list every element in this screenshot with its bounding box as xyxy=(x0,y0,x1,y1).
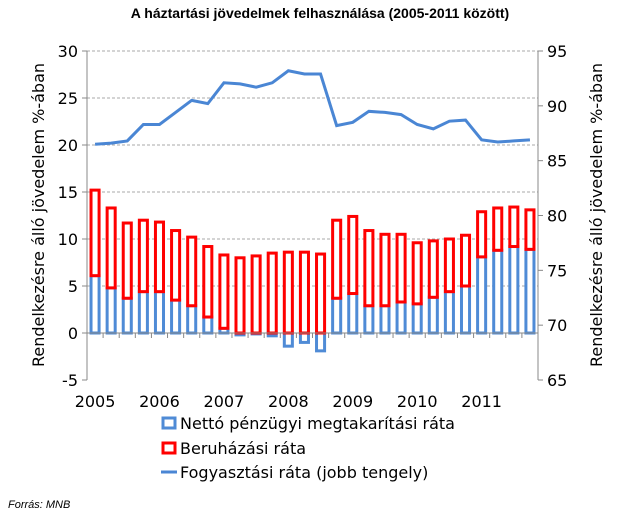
bar-savings xyxy=(363,304,375,335)
bar-savings xyxy=(186,304,198,335)
bar-savings xyxy=(170,298,182,335)
x-tick-label: 2007 xyxy=(204,392,245,411)
bar-savings xyxy=(347,292,359,335)
bar-investment xyxy=(121,221,133,300)
bar-savings xyxy=(282,331,294,348)
legend-swatch-savings xyxy=(161,416,177,430)
legend: Nettó pénzügyi megtakarítási ráta Beruhá… xyxy=(161,414,455,482)
bar-investment xyxy=(298,250,310,335)
bar-savings xyxy=(121,296,133,335)
x-tick-label: 2008 xyxy=(268,392,309,411)
bar-savings xyxy=(476,255,488,335)
bar-savings xyxy=(459,284,472,335)
bar-investment xyxy=(105,206,117,290)
bar-investment xyxy=(379,232,391,308)
legend-label-investment: Beruházási ráta xyxy=(180,439,306,458)
bar-investment xyxy=(347,214,359,296)
y2-tick-label: 70 xyxy=(547,316,567,335)
bar-savings xyxy=(411,302,423,335)
bar-investment xyxy=(250,254,262,335)
source-note: Forrás: MNB xyxy=(8,499,70,511)
bar-savings xyxy=(443,290,455,335)
y-tick-label: 15 xyxy=(58,183,78,202)
chart-title: A háztartási jövedelmek felhasználása (2… xyxy=(131,5,509,21)
bar-savings xyxy=(202,315,214,335)
y2-tick-label: 95 xyxy=(547,42,567,61)
x-tick-label: 2006 xyxy=(139,392,180,411)
bar-investment xyxy=(395,232,407,304)
bar-savings xyxy=(331,296,343,335)
bar-savings xyxy=(508,245,520,335)
y2-tick-label: 65 xyxy=(547,371,567,390)
y2-tick-label: 85 xyxy=(547,152,567,171)
line-consumption xyxy=(94,69,531,146)
bar-investment xyxy=(202,245,214,319)
bar-savings xyxy=(153,290,166,335)
bar-investment xyxy=(153,220,166,294)
bar-investment xyxy=(443,237,455,294)
y-tick-label: -5 xyxy=(62,371,78,390)
x-tick-label: 2010 xyxy=(397,392,438,411)
bar-investment xyxy=(186,235,198,308)
bar-savings xyxy=(105,286,117,335)
y-tick-label: 0 xyxy=(68,324,78,343)
y2-tick-label: 80 xyxy=(547,207,567,226)
y-tick-label: 5 xyxy=(68,277,78,296)
bar-investment xyxy=(266,251,278,335)
bar-savings xyxy=(427,295,439,335)
bar-investment xyxy=(89,188,101,278)
bar-investment xyxy=(363,229,375,308)
y2-axis-label: Rendelkezésre álló jövedelem %-ában xyxy=(587,63,606,367)
y-tick-label: 30 xyxy=(58,42,78,61)
y2-tick-label: 75 xyxy=(547,261,567,280)
bar-investment xyxy=(234,256,246,335)
legend-label-savings: Nettó pénzügyi megtakarítási ráta xyxy=(180,414,455,433)
y-axis-label: Rendelkezésre álló jövedelem %-ában xyxy=(29,63,48,367)
bar-investment xyxy=(508,205,520,249)
bar-savings xyxy=(524,247,536,335)
bar-investment xyxy=(315,252,327,335)
bar-savings xyxy=(137,290,149,335)
bar-investment xyxy=(170,229,182,302)
bar-investment xyxy=(411,241,423,306)
bar-savings xyxy=(395,300,407,335)
bar-investment xyxy=(282,250,294,335)
y-tick-label: 25 xyxy=(58,89,78,108)
legend-label-consumption: Fogyasztási ráta (jobb tengely) xyxy=(180,463,428,482)
x-tick-label: 2011 xyxy=(461,392,502,411)
bar-investment xyxy=(492,206,504,252)
x-tick-label: 2005 xyxy=(75,392,116,411)
bar-savings xyxy=(89,274,101,335)
x-tick-label: 2009 xyxy=(332,392,373,411)
y2-tick-label: 90 xyxy=(547,97,567,116)
bar-savings xyxy=(379,304,391,335)
bar-investment xyxy=(331,218,343,300)
bar-investment xyxy=(427,239,439,299)
bar-investment xyxy=(524,208,536,251)
bar-savings xyxy=(315,331,327,353)
y-tick-label: 20 xyxy=(58,136,78,155)
bar-savings xyxy=(492,248,504,335)
y-tick-label: 10 xyxy=(58,230,78,249)
bar-investment xyxy=(476,210,488,259)
bar-investment xyxy=(459,233,472,288)
bar-investment xyxy=(137,218,149,294)
bar-investment xyxy=(218,253,230,330)
legend-swatch-investment xyxy=(161,441,177,455)
